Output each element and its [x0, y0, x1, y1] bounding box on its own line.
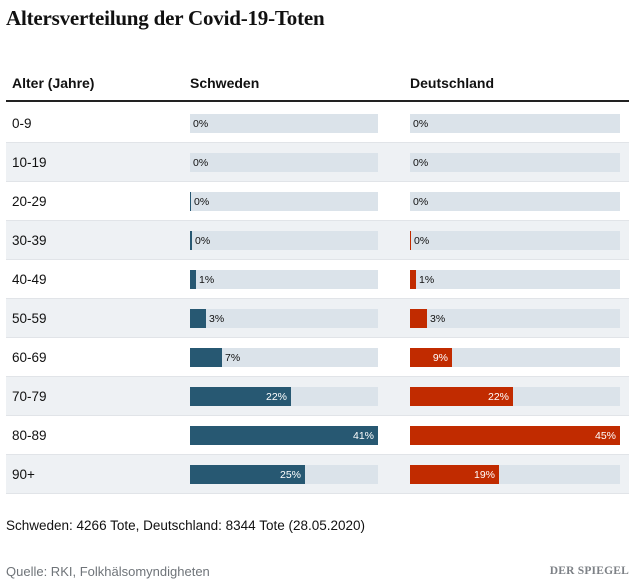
- germany-bar: [410, 387, 513, 406]
- table-row: 90+ 25% 19%: [6, 455, 629, 494]
- sweden-bar: [190, 231, 192, 250]
- germany-bar: [410, 309, 427, 328]
- germany-bar: [410, 348, 452, 367]
- header-germany: Deutschland: [410, 75, 495, 91]
- table-header: Alter (Jahre) Schweden Deutschland: [6, 66, 629, 102]
- sweden-value-label: 3%: [209, 313, 225, 325]
- age-group-label: 10-19: [12, 155, 47, 170]
- table-row: 0-9 0% 0%: [6, 104, 629, 143]
- age-group-label: 20-29: [12, 194, 47, 209]
- sweden-bar-track: 0%: [190, 153, 378, 172]
- germany-value-label: 1%: [419, 274, 435, 286]
- sweden-bar: [190, 192, 191, 211]
- sweden-bar-track: 7%: [190, 348, 378, 367]
- sweden-bar-track: 0%: [190, 114, 378, 133]
- sweden-bar-track: 25%: [190, 465, 378, 484]
- sweden-bar-track: 22%: [190, 387, 378, 406]
- germany-bar: [410, 270, 416, 289]
- sweden-bar: [190, 426, 378, 445]
- sweden-value-label: 22%: [265, 391, 287, 403]
- sweden-bar: [190, 348, 222, 367]
- sweden-bar: [190, 387, 291, 406]
- source-note: Quelle: RKI, Folkhälsomyndigheten: [6, 564, 210, 579]
- germany-bar-track: 19%: [410, 465, 620, 484]
- sweden-bar-track: 0%: [190, 192, 378, 211]
- table-row: 60-69 7% 9%: [6, 338, 629, 377]
- sweden-value-label: 0%: [193, 118, 209, 130]
- age-group-label: 30-39: [12, 233, 47, 248]
- age-group-label: 60-69: [12, 350, 47, 365]
- age-group-label: 80-89: [12, 428, 47, 443]
- germany-bar-track: 45%: [410, 426, 620, 445]
- germany-value-label: 0%: [413, 157, 429, 169]
- sweden-value-label: 0%: [193, 157, 209, 169]
- germany-value-label: 3%: [430, 313, 446, 325]
- germany-value-label: 0%: [414, 235, 430, 247]
- germany-bar-track: 0%: [410, 192, 620, 211]
- sweden-value-label: 0%: [195, 235, 211, 247]
- germany-bar: [410, 426, 620, 445]
- publisher-logo: DER SPIEGEL: [549, 565, 629, 577]
- sweden-bar: [190, 270, 196, 289]
- age-group-label: 90+: [12, 467, 35, 482]
- age-group-label: 50-59: [12, 311, 47, 326]
- age-group-label: 70-79: [12, 389, 47, 404]
- footnote: Schweden: 4266 Tote, Deutschland: 8344 T…: [6, 518, 366, 533]
- germany-bar-track: 0%: [410, 153, 620, 172]
- germany-value-label: 0%: [413, 196, 429, 208]
- table-row: 30-39 0% 0%: [6, 221, 629, 260]
- germany-value-label: 0%: [413, 118, 429, 130]
- germany-bar-track: 22%: [410, 387, 620, 406]
- germany-value-label: 22%: [487, 391, 509, 403]
- age-group-label: 40-49: [12, 272, 47, 287]
- sweden-value-label: 41%: [352, 430, 374, 442]
- header-age: Alter (Jahre): [12, 75, 95, 91]
- sweden-value-label: 0%: [194, 196, 210, 208]
- sweden-bar-track: 3%: [190, 309, 378, 328]
- germany-value-label: 45%: [594, 430, 616, 442]
- table-row: 50-59 3% 3%: [6, 299, 629, 338]
- header-sweden: Schweden: [190, 75, 260, 91]
- sweden-bar-track: 41%: [190, 426, 378, 445]
- table-row: 80-89 41% 45%: [6, 416, 629, 455]
- table-row: 10-19 0% 0%: [6, 143, 629, 182]
- germany-bar-track: 0%: [410, 231, 620, 250]
- germany-bar: [410, 465, 499, 484]
- sweden-bar-track: 1%: [190, 270, 378, 289]
- germany-bar-track: 0%: [410, 114, 620, 133]
- sweden-bar-track: 0%: [190, 231, 378, 250]
- table-row: 70-79 22% 22%: [6, 377, 629, 416]
- chart-title: Altersverteilung der Covid-19-Toten: [6, 6, 325, 30]
- germany-bar-track: 9%: [410, 348, 620, 367]
- sweden-bar: [190, 465, 305, 484]
- germany-bar: [410, 231, 411, 250]
- sweden-value-label: 7%: [225, 352, 241, 364]
- sweden-value-label: 1%: [199, 274, 215, 286]
- age-group-label: 0-9: [12, 116, 32, 131]
- sweden-value-label: 25%: [279, 469, 301, 481]
- sweden-bar: [190, 309, 206, 328]
- germany-bar-track: 1%: [410, 270, 620, 289]
- germany-value-label: 9%: [432, 352, 448, 364]
- germany-bar-track: 3%: [410, 309, 620, 328]
- table-row: 20-29 0% 0%: [6, 182, 629, 221]
- germany-value-label: 19%: [473, 469, 495, 481]
- table-row: 40-49 1% 1%: [6, 260, 629, 299]
- chart-rows: 0-9 0% 0% 10-19 0% 0% 20-29 0% 0% 30-39 0% 0% 40-49 1…: [6, 104, 629, 494]
